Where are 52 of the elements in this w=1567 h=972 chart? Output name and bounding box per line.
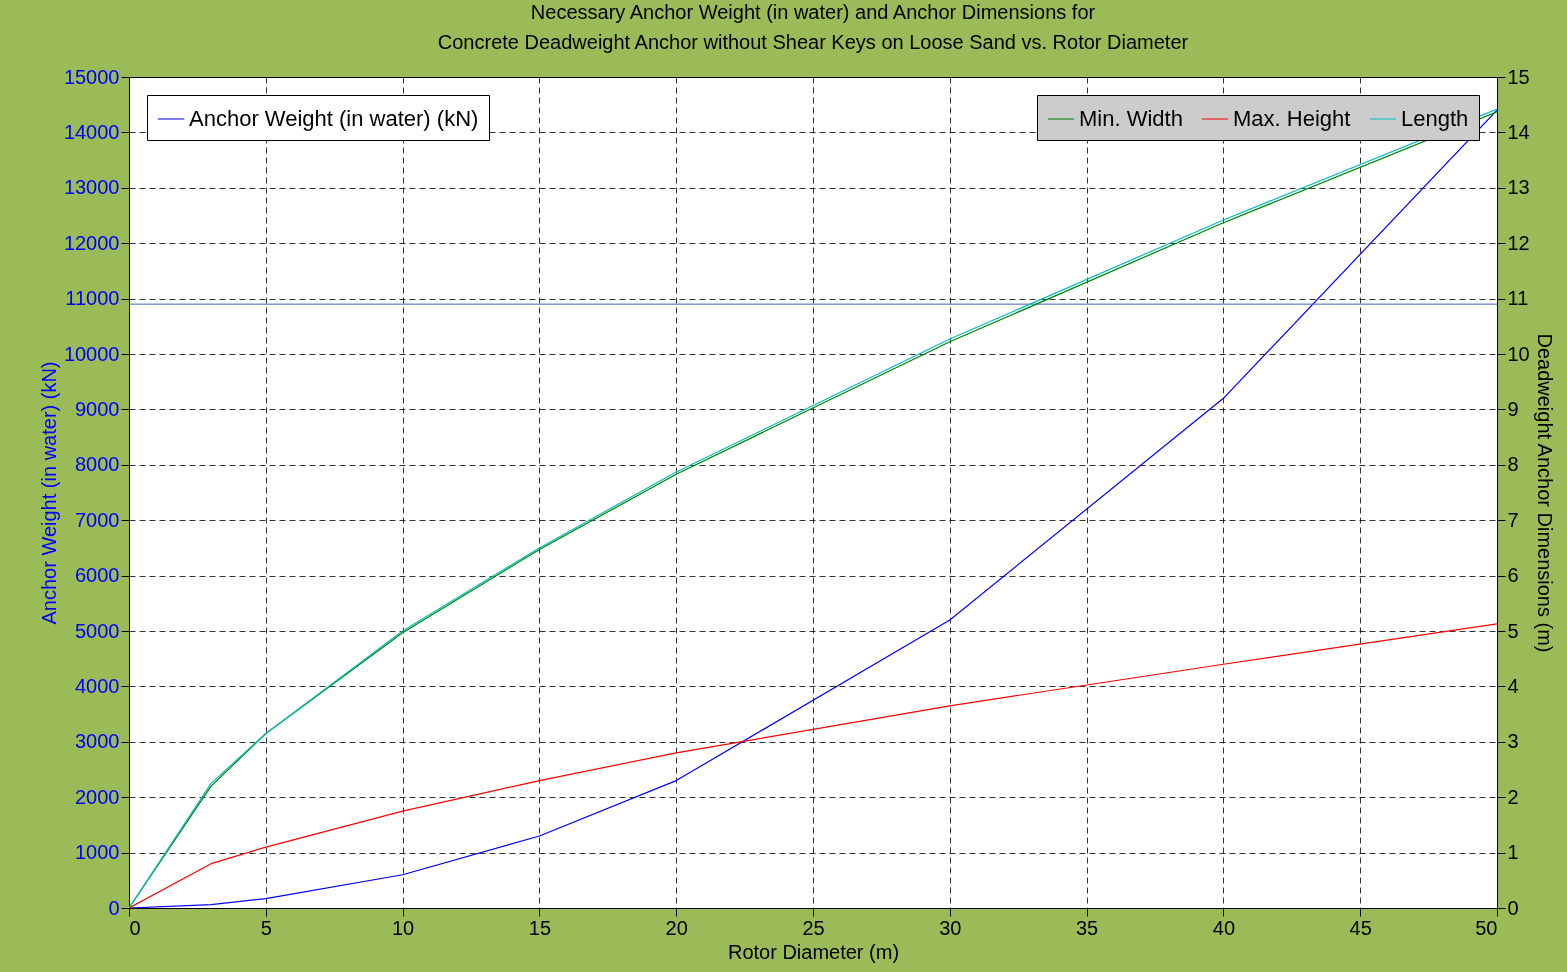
y2-tick-label: 9 [1507,397,1519,420]
chart-title: Necessary Anchor Weight (in water) and Anchor Dimensions for Concrete Deadweight Anchor without Shear Keys on Loose Sand vs. Rotor Diameter [437,1,1189,53]
y2-tick-label: 3 [1507,730,1519,753]
y-tick-label: 3000 [75,730,120,753]
y-tick-label: 15000 [63,65,120,88]
x-tick-label: 40 [1212,916,1236,939]
y-tick-label: 13000 [63,176,120,199]
y-tick-label: 7000 [75,508,120,531]
line-series [129,623,1497,908]
legend-label: Max. Height [1233,106,1351,131]
x-tick-label: 20 [665,916,688,939]
x-tick-label: 5 [260,916,272,939]
y2-tick-label: 0 [1507,896,1519,919]
y-tick-label: 6000 [75,564,120,587]
y2-tick-label: 11 [1507,287,1529,310]
y-tick-label: 1000 [75,841,120,864]
y2-tick-label: 10 [1507,342,1530,365]
y-tick-label: 5000 [75,619,120,642]
y2-tick-label: 2 [1507,785,1519,808]
x-tick-label: 35 [1075,916,1099,939]
legend-label: Anchor Weight (in water) (kN) [189,106,479,131]
y-tick-label: 8000 [75,453,120,476]
x-tick-label: 15 [528,916,552,939]
y2-tick-label: 14 [1507,120,1530,143]
y-tick-label: 0 [108,896,120,919]
x-tick-label: 30 [939,916,962,939]
x-tick-label: 50 [1475,916,1498,939]
y2-tick-label: 5 [1507,619,1519,642]
y2-tick-label: 6 [1507,564,1519,587]
y-tick-label: 2000 [75,785,120,808]
y2-tick-label: 1 [1507,841,1519,864]
y-tick-label: 10000 [63,342,120,365]
y-tick-label: 11000 [65,287,120,310]
y2-tick-label: 15 [1507,65,1530,88]
legend-label: Length [1401,106,1469,131]
y-tick-label: 4000 [75,674,120,697]
x-tick-label: 45 [1349,916,1372,939]
y-tick-label: 9000 [75,397,120,420]
x-tick-label: 0 [129,916,141,939]
y2-tick-label: 12 [1507,231,1530,254]
y2-axis-title: Deadweight Anchor Dimensions (m) [1533,333,1556,653]
x-tick-label: 10 [391,916,415,939]
y2-tick-label: 8 [1507,453,1519,476]
y2-tick-label: 13 [1507,176,1530,199]
legend-label: Min. Width [1079,106,1183,131]
x-axis-title: Rotor Diameter (m) [727,940,900,963]
y-tick-label: 12000 [63,231,120,254]
x-tick-label: 25 [802,916,825,939]
y2-tick-label: 7 [1507,508,1519,531]
y-tick-label: 14000 [63,120,120,143]
y-axis-title: Anchor Weight (in water) (kN) [37,361,60,625]
y2-tick-label: 4 [1507,674,1519,697]
